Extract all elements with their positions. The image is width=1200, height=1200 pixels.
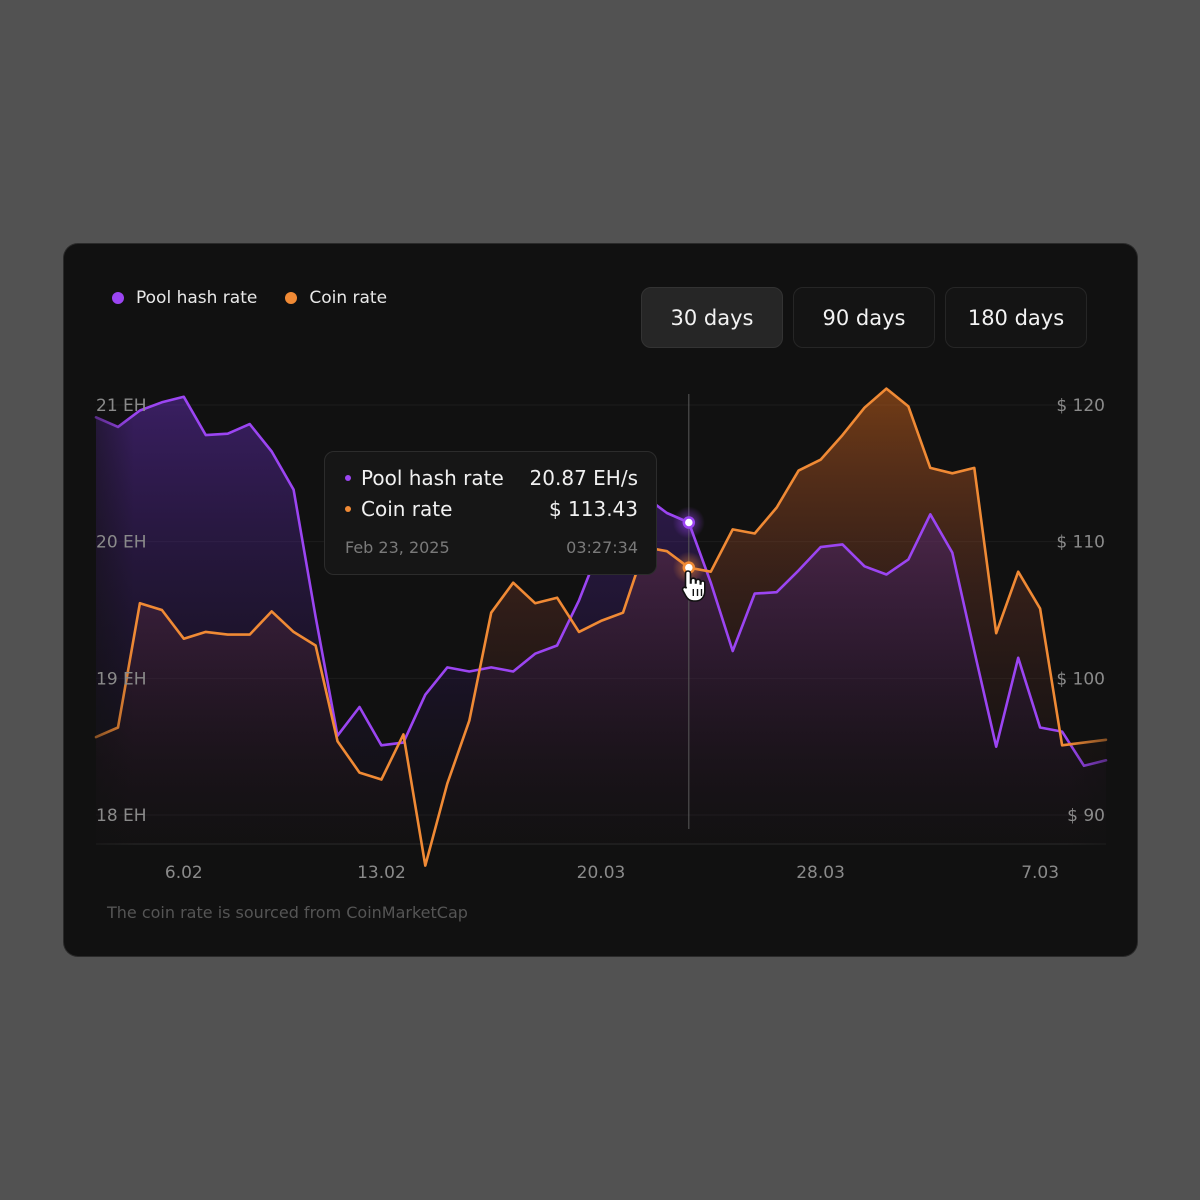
x-tick-2: 20.03 (577, 863, 626, 883)
edge-fades (64, 384, 1137, 854)
tooltip-coin-label: Coin rate (361, 496, 453, 521)
y-right-tick-1: $ 110 (1056, 533, 1105, 553)
tooltip-footer: Feb 23, 2025 03:27:34 (345, 538, 638, 557)
tooltip-hash-label: Pool hash rate (361, 465, 504, 490)
tooltip-hash-dot (345, 474, 351, 481)
line-coin (94, 387, 1108, 867)
legend-hash-dot (112, 292, 124, 304)
tooltip-time: 03:27:34 (566, 538, 638, 557)
x-tick-3: 28.03 (796, 863, 845, 883)
chart-card: Pool hash rate Coin rate 30 days 90 days… (64, 244, 1137, 956)
range-30-days-button[interactable]: 30 days (641, 287, 783, 348)
y-left-tick-3: 18 EH (96, 806, 147, 826)
tooltip-hash-row: Pool hash rate 20.87 EH/s (345, 462, 638, 493)
tooltip-hash-value: 20.87 EH/s (529, 465, 638, 490)
tooltip: Pool hash rate 20.87 EH/s Coin rate $ 11… (324, 451, 657, 575)
hand-pointer-icon (681, 570, 706, 602)
chart-plot[interactable]: 21 EH 20 EH 19 EH 18 EH $ 120 $ 110 $ 100 $ 90 6… (64, 244, 1137, 956)
fade-right (1067, 384, 1137, 854)
y-right-tick-2: $ 100 (1056, 669, 1105, 689)
tooltip-coin-dot (345, 505, 351, 512)
legend-coin-dot (285, 292, 298, 304)
y-left-tick-2: 19 EH (96, 669, 147, 689)
axis-labels: 21 EH 20 EH 19 EH 18 EH $ 120 $ 110 $ 100 $ 90 6… (96, 396, 1105, 883)
x-tick-4: 7.03 (1021, 863, 1059, 883)
tooltip-date: Feb 23, 2025 (345, 538, 450, 557)
hover-hash-point (682, 516, 696, 529)
legend: Pool hash rate Coin rate (112, 288, 387, 308)
x-tick-1: 13.02 (357, 863, 406, 883)
source-note: The coin rate is sourced from CoinMarket… (107, 903, 468, 922)
tooltip-coin-value: $ 113.43 (548, 496, 638, 521)
legend-hash-label: Pool hash rate (136, 288, 258, 308)
x-tick-0: 6.02 (165, 863, 203, 883)
range-selector: 30 days 90 days 180 days (641, 287, 1087, 348)
y-left-tick-1: 20 EH (96, 533, 147, 553)
fade-left (64, 384, 134, 854)
tooltip-coin-row: Coin rate $ 113.43 (345, 493, 638, 524)
legend-coin-label: Coin rate (309, 288, 388, 308)
legend-item-hash[interactable]: Pool hash rate (112, 288, 257, 308)
y-right-tick-0: $ 120 (1056, 396, 1105, 416)
y-left-tick-0: 21 EH (96, 396, 147, 416)
range-90-days-button[interactable]: 90 days (793, 287, 935, 348)
hover-marker (672, 394, 705, 829)
legend-item-coin[interactable]: Coin rate (285, 288, 387, 308)
y-right-tick-3: $ 90 (1067, 806, 1105, 826)
range-180-days-button[interactable]: 180 days (945, 287, 1087, 348)
